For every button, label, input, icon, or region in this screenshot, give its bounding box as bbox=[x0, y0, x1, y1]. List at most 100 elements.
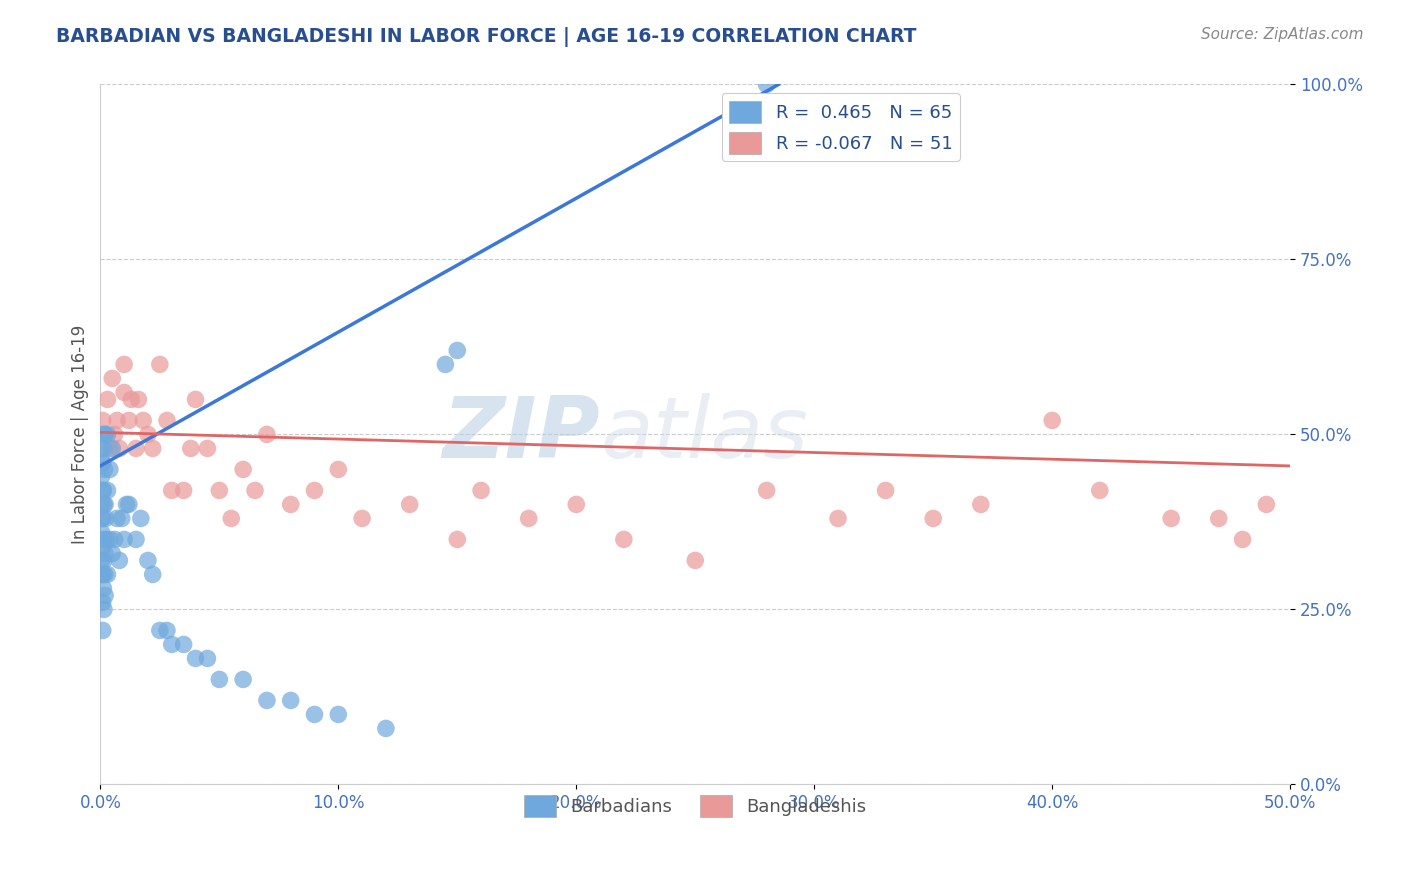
Point bbox=[105, 511, 128, 525]
Point bbox=[93, 498, 115, 512]
Point bbox=[446, 343, 468, 358]
Point bbox=[132, 413, 155, 427]
Point bbox=[142, 442, 165, 456]
Point bbox=[243, 483, 266, 498]
Point bbox=[470, 483, 492, 498]
Point bbox=[149, 358, 172, 372]
Text: ZIP: ZIP bbox=[443, 393, 600, 476]
Point bbox=[104, 533, 127, 547]
Point bbox=[1040, 413, 1063, 427]
Point bbox=[197, 442, 219, 456]
Point bbox=[105, 413, 128, 427]
Point bbox=[91, 413, 114, 427]
Point bbox=[180, 442, 202, 456]
Point bbox=[90, 498, 112, 512]
Point bbox=[94, 589, 117, 603]
Point bbox=[280, 498, 302, 512]
Point bbox=[129, 511, 152, 525]
Point bbox=[91, 511, 114, 525]
Point bbox=[208, 483, 231, 498]
Point bbox=[98, 462, 121, 476]
Point bbox=[93, 462, 115, 476]
Point bbox=[160, 483, 183, 498]
Point bbox=[91, 483, 114, 498]
Point bbox=[184, 392, 207, 407]
Point bbox=[149, 624, 172, 638]
Point bbox=[98, 533, 121, 547]
Point bbox=[101, 442, 124, 456]
Point bbox=[256, 693, 278, 707]
Point bbox=[127, 392, 149, 407]
Point bbox=[1160, 511, 1182, 525]
Point bbox=[90, 525, 112, 540]
Point bbox=[280, 693, 302, 707]
Point bbox=[120, 392, 142, 407]
Point bbox=[94, 427, 117, 442]
Point bbox=[398, 498, 420, 512]
Point bbox=[91, 511, 114, 525]
Point bbox=[156, 624, 179, 638]
Point bbox=[93, 567, 115, 582]
Point bbox=[91, 455, 114, 469]
Point bbox=[91, 624, 114, 638]
Point bbox=[94, 427, 117, 442]
Point bbox=[108, 442, 131, 456]
Point bbox=[111, 511, 134, 525]
Point bbox=[94, 546, 117, 560]
Point bbox=[112, 358, 135, 372]
Point bbox=[328, 707, 350, 722]
Point bbox=[304, 483, 326, 498]
Point bbox=[197, 651, 219, 665]
Point bbox=[827, 511, 849, 525]
Point bbox=[1088, 483, 1111, 498]
Point bbox=[232, 462, 254, 476]
Point bbox=[1208, 511, 1230, 525]
Point bbox=[93, 553, 115, 567]
Legend: Barbadians, Bangladeshis: Barbadians, Bangladeshis bbox=[516, 788, 875, 824]
Point bbox=[1256, 498, 1278, 512]
Point bbox=[101, 546, 124, 560]
Point bbox=[91, 455, 114, 469]
Point bbox=[232, 673, 254, 687]
Point bbox=[125, 442, 148, 456]
Point bbox=[219, 511, 242, 525]
Point bbox=[142, 567, 165, 582]
Point bbox=[613, 533, 636, 547]
Point bbox=[101, 371, 124, 385]
Point bbox=[184, 651, 207, 665]
Point bbox=[517, 511, 540, 525]
Point bbox=[875, 483, 897, 498]
Point bbox=[922, 511, 945, 525]
Point bbox=[352, 511, 374, 525]
Point bbox=[91, 567, 114, 582]
Point bbox=[91, 595, 114, 609]
Point bbox=[118, 413, 141, 427]
Point bbox=[93, 442, 115, 456]
Point bbox=[93, 533, 115, 547]
Point bbox=[434, 358, 457, 372]
Point bbox=[96, 567, 118, 582]
Point bbox=[96, 533, 118, 547]
Point bbox=[94, 511, 117, 525]
Point bbox=[112, 533, 135, 547]
Point bbox=[173, 637, 195, 651]
Point bbox=[304, 707, 326, 722]
Text: Source: ZipAtlas.com: Source: ZipAtlas.com bbox=[1201, 27, 1364, 42]
Point bbox=[90, 469, 112, 483]
Point bbox=[98, 442, 121, 456]
Point bbox=[115, 498, 138, 512]
Point bbox=[446, 533, 468, 547]
Point bbox=[565, 498, 588, 512]
Point bbox=[160, 637, 183, 651]
Text: BARBADIAN VS BANGLADESHI IN LABOR FORCE | AGE 16-19 CORRELATION CHART: BARBADIAN VS BANGLADESHI IN LABOR FORCE … bbox=[56, 27, 917, 46]
Point bbox=[94, 498, 117, 512]
Point bbox=[328, 462, 350, 476]
Point bbox=[755, 483, 778, 498]
Point bbox=[136, 427, 159, 442]
Point bbox=[1232, 533, 1254, 547]
Point bbox=[256, 427, 278, 442]
Point bbox=[96, 483, 118, 498]
Point bbox=[108, 553, 131, 567]
Point bbox=[93, 602, 115, 616]
Point bbox=[90, 442, 112, 456]
